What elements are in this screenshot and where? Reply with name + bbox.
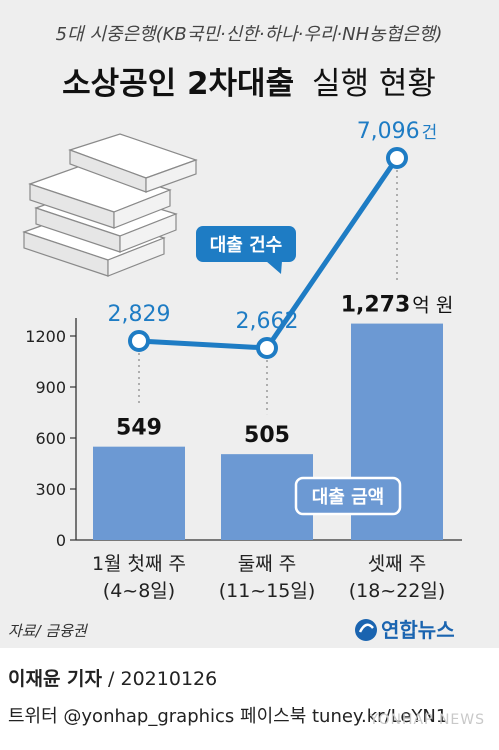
- publish-date: / 20210126: [102, 668, 218, 690]
- y-tick-label: 0: [56, 531, 66, 550]
- credit-area: [0, 648, 499, 750]
- social-links: 트위터 @yonhap_graphics 페이스북 tuney.kr/LeYN1: [8, 706, 448, 727]
- bar-value-number: 549: [116, 416, 162, 441]
- bar-value-label: 505: [244, 423, 290, 448]
- chart-title-bold: 소상공인 2차대출: [62, 66, 294, 102]
- line-point: [256, 337, 278, 359]
- line-value-label: 7,096 건: [357, 119, 438, 144]
- line-point: [128, 330, 150, 352]
- y-tick-label: 900: [35, 378, 66, 397]
- x-category-label: 셋째 주: [368, 553, 426, 575]
- line-value-number: 2,662: [236, 309, 299, 334]
- line-value-label: 2,662: [236, 309, 299, 334]
- line-value-label: 2,829: [108, 302, 171, 327]
- connector-lines: [138, 170, 398, 415]
- bar-value-number: 505: [244, 423, 290, 448]
- line-value-unit: 건: [422, 123, 438, 143]
- x-axis-labels: 1월 첫째 주 (4~8일) 둘째 주 (11~15일) 셋째 주 (18~22일): [92, 553, 445, 602]
- bar-value-unit: 억 원: [412, 295, 453, 317]
- bar-value-label: 1,273 억 원: [341, 293, 454, 318]
- reporter-name: 이재윤 기자: [8, 668, 103, 690]
- chart-title-light: 실행 현황: [312, 66, 436, 102]
- y-tick-label: 1200: [25, 327, 66, 346]
- line-value-number: 2,829: [108, 302, 171, 327]
- yonhap-logo-text: 연합뉴스: [381, 618, 455, 642]
- bar-value-label: 549: [116, 416, 162, 441]
- x-category-sublabel: (18~22일): [349, 580, 446, 602]
- yonhap-logo: 연합뉴스: [355, 618, 455, 642]
- chart-subtitle: 5대 시중은행(KB국민·신한·하나·우리·NH농협은행): [56, 24, 443, 45]
- legend-tag-line: [196, 226, 296, 262]
- line-value-number: 7,096: [357, 119, 420, 144]
- legend-label-line: 대출 건수: [210, 235, 283, 256]
- money-stack-icon: [22, 133, 198, 277]
- legend-label-bar: 대출 금액: [312, 487, 385, 508]
- y-tick-label: 300: [35, 480, 66, 499]
- x-category-sublabel: (4~8일): [103, 580, 175, 602]
- bar: [93, 446, 185, 540]
- bar-value-number: 1,273: [341, 293, 411, 318]
- legend-tag-pointer: [266, 261, 282, 274]
- chart-title: 소상공인 2차대출 실행 현황: [62, 66, 436, 102]
- line-series: 2,829 2,662 7,096 건: [108, 119, 438, 359]
- x-category-label: 1월 첫째 주: [92, 553, 186, 575]
- line-point: [386, 147, 408, 169]
- x-category-label: 둘째 주: [238, 553, 296, 575]
- legend-tag-bar: [294, 476, 402, 516]
- source-text: 자료/ 금융권: [8, 622, 89, 640]
- watermark: YONHAP NEWS: [369, 712, 485, 728]
- yonhap-logo-icon: [355, 619, 377, 641]
- y-tick-label: 600: [35, 429, 66, 448]
- credit-line: 이재윤 기자 / 20210126: [8, 664, 217, 691]
- x-category-sublabel: (11~15일): [219, 580, 316, 602]
